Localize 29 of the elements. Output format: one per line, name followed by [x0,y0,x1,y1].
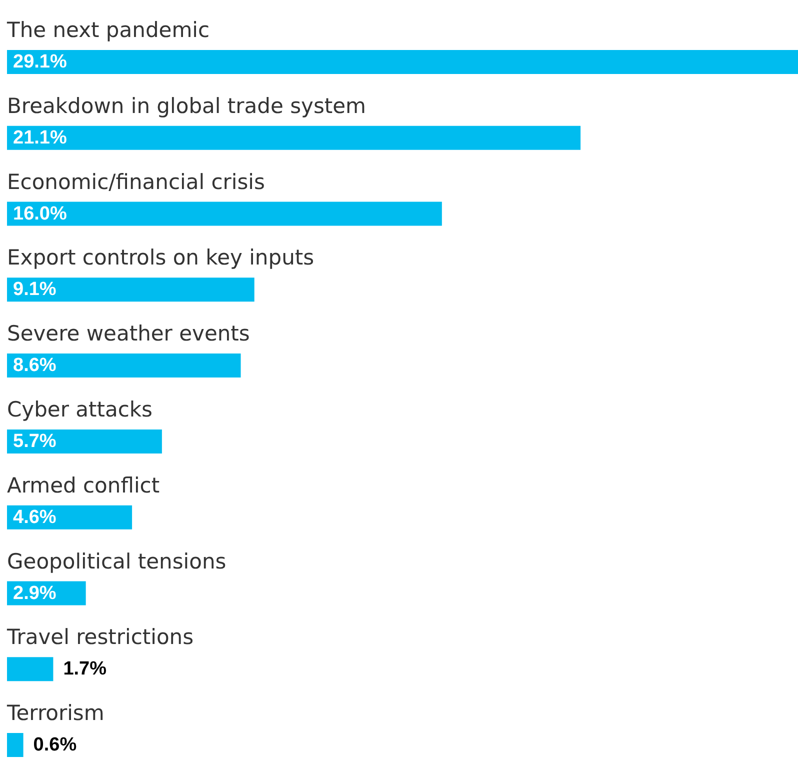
data-label: 9.1% [13,279,56,300]
bar [7,733,24,758]
data-label: 29.1% [13,51,67,72]
y-tick-label: Geopolitical tensions [7,549,226,574]
y-tick-label: Cyber attacks [7,397,153,422]
data-label: 8.6% [13,355,56,376]
y-tick-label: Economic/financial crisis [7,170,265,194]
data-label: 16.0% [13,203,67,224]
y-tick-label: Terrorism [6,701,104,726]
bar [7,126,581,150]
y-tick-label: Export controls on key inputs [7,246,314,270]
y-tick-label: Severe weather events [7,322,250,346]
bar [7,50,798,74]
bar [7,505,132,530]
data-label: 4.6% [13,506,56,528]
bar [7,278,254,302]
data-label: 5.7% [13,430,56,452]
y-tick-label: The next pandemic [6,18,210,42]
data-label: 2.9% [13,582,56,604]
data-label: 21.1% [13,127,67,148]
y-tick-label: Travel restrictions [6,625,194,650]
data-label: 0.6% [33,734,77,756]
y-tick-label: Armed conflict [7,473,160,498]
y-tick-label: Breakdown in global trade system [7,94,366,118]
bar [7,354,241,378]
bar [7,202,442,226]
data-label: 1.7% [63,658,107,680]
bar [7,429,162,454]
bar [7,657,54,682]
